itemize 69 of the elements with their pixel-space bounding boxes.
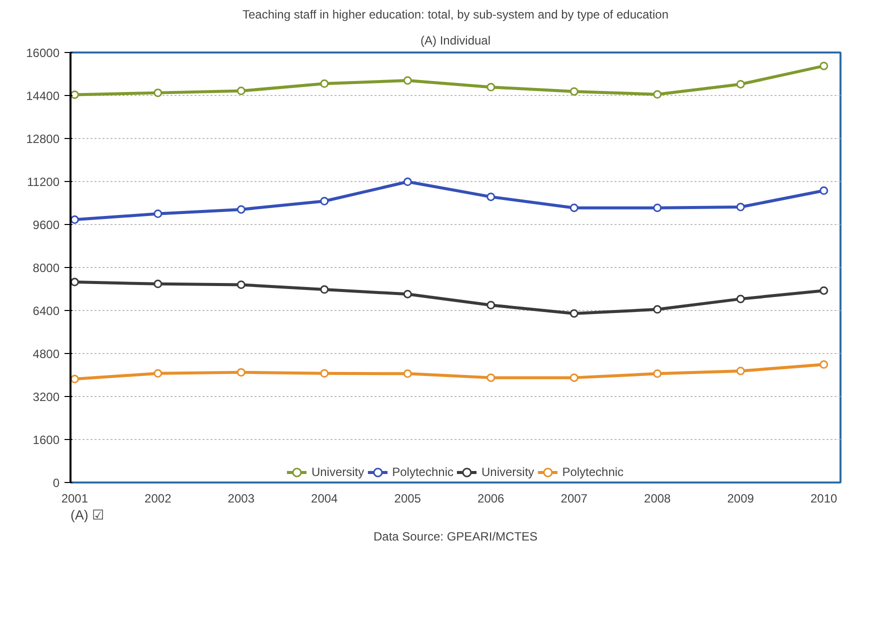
point [653, 369, 662, 378]
point [486, 300, 496, 310]
point [403, 178, 412, 186]
source-note: Data Source: GPEARI/MCTES [373, 530, 538, 544]
y-tick-label: 11200 [27, 175, 60, 189]
y-tick-label: 14400 [26, 89, 60, 103]
y-tick-label: 3200 [32, 390, 60, 404]
x-tick-label: 2004 [311, 492, 338, 506]
point [320, 369, 329, 378]
point [653, 204, 662, 212]
point [403, 76, 412, 85]
point [70, 374, 79, 384]
y-tick-label: 4800 [32, 347, 60, 361]
point [820, 286, 828, 295]
y-tick-label: 6400 [32, 304, 60, 318]
point [570, 87, 578, 96]
point [70, 90, 79, 99]
point [154, 88, 162, 98]
point [486, 82, 496, 92]
point [570, 204, 578, 212]
y-tick-label: 1600 [32, 433, 60, 447]
point [236, 368, 246, 377]
y-tick-label: 12800 [26, 132, 60, 146]
point [570, 373, 578, 382]
legend-label: Polytechnic [392, 465, 454, 479]
point [236, 280, 246, 289]
x-tick-label: 2002 [144, 492, 172, 506]
x-tick-label: 2009 [727, 492, 754, 506]
point [486, 192, 496, 202]
chart-subtitle: (A) Individual [420, 34, 491, 48]
point [320, 196, 329, 206]
point [70, 215, 79, 224]
point [820, 62, 828, 70]
legend-label: Polytechnic [562, 465, 624, 479]
legend-label: University [482, 465, 534, 479]
x-tick-label: 2005 [394, 492, 422, 506]
point [570, 309, 578, 318]
point [403, 290, 412, 298]
x-tick-label: 2003 [228, 492, 255, 506]
point [736, 202, 745, 212]
x-tick-label: 2006 [478, 492, 505, 506]
chart-title: Teaching staff in higher education: total, by sub-system and by type of education [242, 8, 669, 22]
point [236, 86, 246, 96]
x-tick-label: 2001 [61, 492, 88, 506]
x-tick-label: 2007 [560, 492, 588, 506]
point [154, 280, 162, 288]
y-tick-label: 8000 [32, 261, 60, 275]
text: (A) ☑ [70, 508, 104, 522]
point [653, 90, 662, 99]
x-tick-label: 2008 [644, 492, 672, 506]
y-tick-label: 16000 [26, 46, 60, 60]
y-tick-label: 0 [52, 476, 60, 490]
point [320, 79, 329, 88]
x-tick-label: 2010 [810, 492, 838, 506]
point [820, 186, 828, 195]
point [820, 360, 828, 369]
point [736, 294, 745, 304]
point [736, 366, 745, 376]
point [320, 285, 329, 294]
point [236, 205, 246, 214]
point [653, 305, 662, 314]
point [736, 80, 745, 88]
point [154, 210, 162, 218]
point [486, 373, 496, 382]
point [70, 278, 79, 286]
legend-label: University [311, 465, 364, 479]
point [154, 369, 162, 378]
y-tick-label: 9600 [32, 218, 60, 232]
point [403, 369, 412, 378]
